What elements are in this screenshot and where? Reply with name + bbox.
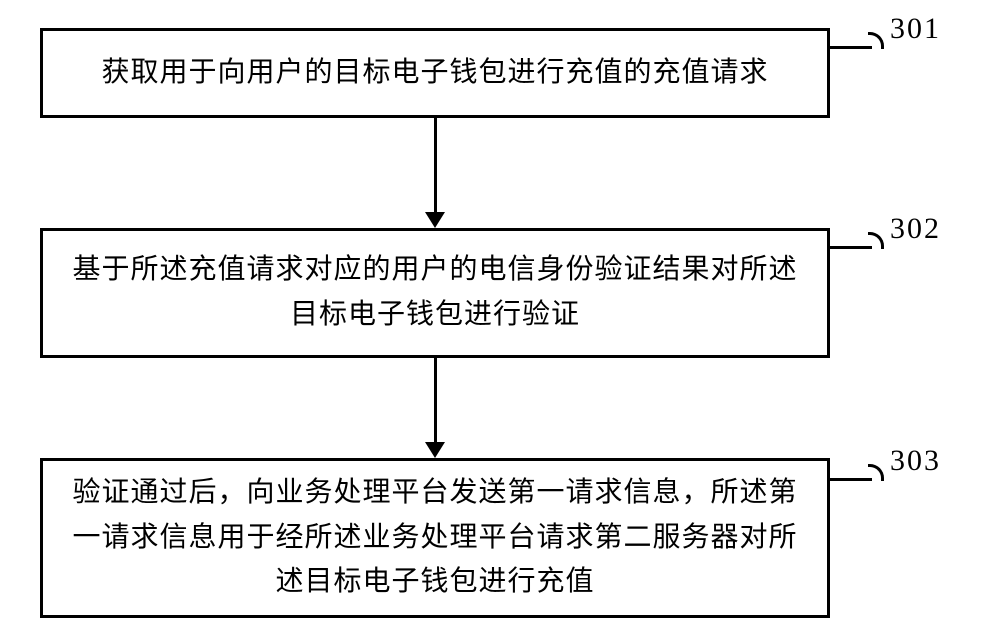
step-label-301: 301 <box>890 12 941 46</box>
flow-step-text: 获取用于向用户的目标电子钱包进行充值的充值请求 <box>101 51 768 96</box>
flow-step-302: 基于所述充值请求对应的用户的电信身份验证结果对所述目标电子钱包进行验证 <box>40 228 830 358</box>
flow-step-301: 获取用于向用户的目标电子钱包进行充值的充值请求 <box>40 28 830 118</box>
connector-curve <box>868 32 884 49</box>
step-label-302: 302 <box>890 212 941 246</box>
arrow-head-icon <box>425 212 445 228</box>
connector-curve <box>868 464 884 481</box>
flow-step-303: 验证通过后，向业务处理平台发送第一请求信息，所述第一请求信息用于经所述业务处理平… <box>40 458 830 618</box>
connector-line <box>830 246 872 249</box>
connector-line <box>830 46 872 49</box>
connector-curve <box>868 232 884 249</box>
arrow-head-icon <box>425 442 445 458</box>
flow-step-text: 基于所述充值请求对应的用户的电信身份验证结果对所述目标电子钱包进行验证 <box>63 248 807 338</box>
connector-line <box>830 478 872 481</box>
arrow-line <box>434 118 437 214</box>
flow-step-text: 验证通过后，向业务处理平台发送第一请求信息，所述第一请求信息用于经所述业务处理平… <box>63 471 807 605</box>
flowchart-container: 获取用于向用户的目标电子钱包进行充值的充值请求 301 基于所述充值请求对应的用… <box>0 0 1000 640</box>
step-label-303: 303 <box>890 444 941 478</box>
arrow-line <box>434 358 437 444</box>
